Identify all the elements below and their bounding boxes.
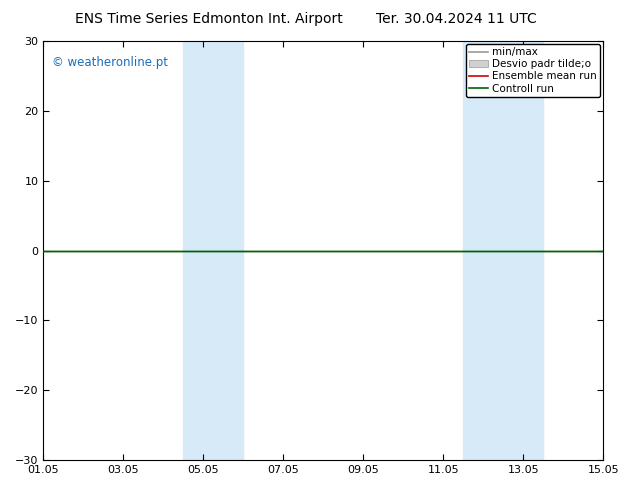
Legend: min/max, Desvio padr tilde;o, Ensemble mean run, Controll run: min/max, Desvio padr tilde;o, Ensemble m…: [466, 44, 600, 97]
Text: Ter. 30.04.2024 11 UTC: Ter. 30.04.2024 11 UTC: [376, 12, 537, 26]
Text: ENS Time Series Edmonton Int. Airport: ENS Time Series Edmonton Int. Airport: [75, 12, 343, 26]
Bar: [183, 41, 243, 460]
Text: © weatheronline.pt: © weatheronline.pt: [52, 56, 168, 69]
Bar: [463, 41, 543, 460]
